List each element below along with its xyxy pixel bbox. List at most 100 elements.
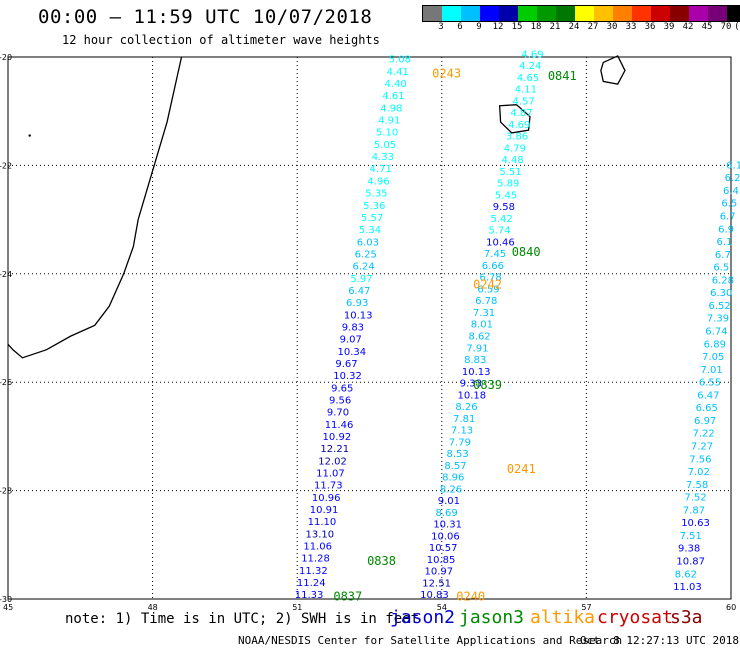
- swh-value-track-b: 12.51: [422, 578, 451, 589]
- swh-value-track-b: 9.58: [493, 202, 515, 213]
- color-swatch: [594, 6, 613, 21]
- swh-value-track-b: 7.91: [466, 343, 488, 354]
- swh-value-track-c: 7.52: [684, 493, 706, 504]
- swh-value-track-c: 7.56: [689, 454, 711, 465]
- swh-value-track-a: 10.32: [333, 371, 362, 382]
- swh-value-track-b: 4.48: [502, 155, 524, 166]
- swh-value-track-c: 7.27: [691, 442, 713, 453]
- swh-value-track-b: 10.85: [427, 555, 456, 566]
- pass-time-label: 0838: [367, 554, 396, 568]
- satellite-label-jason2: jason2: [390, 607, 456, 628]
- swh-value-track-b: 10.06: [431, 531, 460, 542]
- swh-value-track-c: 6.1: [726, 160, 740, 171]
- swh-value-track-a: 10.91: [310, 505, 339, 516]
- swh-value-track-a: 11.07: [316, 469, 345, 480]
- swh-value-track-c: 6.2: [725, 173, 740, 184]
- color-scale-tick: 21: [549, 22, 561, 32]
- swh-value-track-a: 5.05: [374, 140, 396, 151]
- lon-label: 60: [726, 603, 736, 612]
- swh-value-track-a: 5.34: [359, 225, 381, 236]
- swh-value-track-c: 6.5: [713, 263, 729, 274]
- swh-value-track-b: 5.51: [499, 167, 521, 178]
- swh-value-track-a: 5.36: [363, 201, 385, 212]
- swh-value-track-b: 10.31: [433, 520, 462, 531]
- pass-time-label: 0837: [333, 589, 362, 603]
- pass-time-label: 0240: [456, 589, 485, 603]
- swh-value-track-b: 10.57: [429, 543, 458, 554]
- swh-value-track-a: 9.56: [329, 395, 351, 406]
- swh-value-track-b: 7.13: [451, 426, 473, 437]
- swh-value-track-a: 6.24: [352, 262, 374, 273]
- color-swatch: [499, 6, 518, 21]
- color-scale-bar: [422, 5, 740, 22]
- swh-value-track-c: 10.63: [681, 518, 710, 529]
- swh-value-track-c: 7.01: [700, 365, 722, 376]
- swh-value-track-a: 4.41: [387, 67, 409, 78]
- swh-value-track-a: 12.02: [318, 456, 347, 467]
- lat-label: -22: [0, 161, 12, 170]
- color-scale-tick: 36: [644, 22, 656, 32]
- swh-value-track-b: 10.46: [486, 237, 515, 248]
- swh-value-track-c: 7.51: [680, 531, 702, 542]
- color-swatch: [632, 6, 651, 21]
- lon-label: 54: [437, 603, 447, 612]
- pass-time-label: 0243: [432, 66, 461, 80]
- swh-value-track-a: 6.25: [355, 249, 377, 260]
- swh-value-track-b: 8.69: [436, 508, 458, 519]
- color-swatch: [575, 6, 594, 21]
- swh-value-track-c: 6.89: [704, 339, 726, 350]
- color-scale-tick: 3: [438, 22, 444, 32]
- swh-value-track-b: 6.66: [482, 261, 504, 272]
- map-frame: [7, 56, 732, 600]
- swh-value-track-c: 7.02: [688, 467, 710, 478]
- color-scale-tick: 24: [568, 22, 580, 32]
- swh-value-track-a: 4.71: [370, 164, 392, 175]
- color-scale-tick: 39: [663, 22, 675, 32]
- swh-value-track-c: 6.55: [699, 378, 721, 389]
- swh-value-track-c: 6.9: [718, 224, 734, 235]
- swh-value-track-c: 6.1: [717, 237, 733, 248]
- color-swatch: [461, 6, 480, 21]
- swh-value-track-b: 4.79: [504, 143, 526, 154]
- credit-line: NOAA/NESDIS Center for Satellite Applica…: [238, 634, 623, 647]
- swh-value-track-a: 10.13: [344, 310, 373, 321]
- lat-label: -20: [0, 53, 12, 62]
- swh-value-track-a: 11.24: [297, 578, 326, 589]
- swh-value-track-b: 4.11: [515, 85, 537, 96]
- color-swatch: [670, 6, 689, 21]
- swh-value-track-a: 5.10: [376, 128, 398, 139]
- swh-value-track-c: 6.47: [697, 390, 719, 401]
- swh-value-track-c: 7.05: [702, 352, 724, 363]
- swh-value-track-a: 5.08: [389, 55, 411, 66]
- swh-value-track-a: 11.28: [301, 554, 330, 565]
- swh-value-track-b: 4.69: [508, 120, 530, 131]
- swh-value-track-b: 4.24: [519, 61, 541, 72]
- color-scale-tick: (ft): [734, 22, 740, 32]
- swh-value-track-a: 4.91: [378, 116, 400, 127]
- swh-value-track-b: 6.59: [477, 284, 499, 295]
- pass-time-label: 0242: [473, 278, 502, 292]
- swh-value-track-b: 8.83: [464, 355, 486, 366]
- swh-value-track-a: 11.06: [303, 542, 332, 553]
- units-note: note: 1) Time is in UTC; 2) SWH is in fe…: [65, 611, 420, 627]
- swh-value-track-b: 6.78: [480, 273, 502, 284]
- swh-value-track-a: 4.61: [382, 91, 404, 102]
- lon-label: 45: [3, 603, 13, 612]
- swh-value-track-c: 6.4: [723, 186, 739, 197]
- swh-value-track-b: 5.45: [495, 190, 517, 201]
- swh-value-track-a: 4.33: [372, 152, 394, 163]
- color-scale-tick: 12: [492, 22, 504, 32]
- color-swatch: [727, 6, 740, 21]
- lat-label: -26: [0, 378, 12, 387]
- pass-time-label: 0839: [473, 378, 502, 392]
- swh-value-track-a: 11.32: [299, 566, 328, 577]
- swh-value-track-b: 10.13: [462, 367, 491, 378]
- swh-value-track-b: 4.87: [510, 108, 532, 119]
- color-scale-tick: 6: [457, 22, 463, 32]
- swh-value-track-c: 7.87: [683, 505, 705, 516]
- swh-value-track-b: 8.62: [469, 332, 491, 343]
- lat-label: -28: [0, 487, 12, 496]
- color-scale-tick: 27: [587, 22, 599, 32]
- madagascar-coastline: [7, 56, 183, 359]
